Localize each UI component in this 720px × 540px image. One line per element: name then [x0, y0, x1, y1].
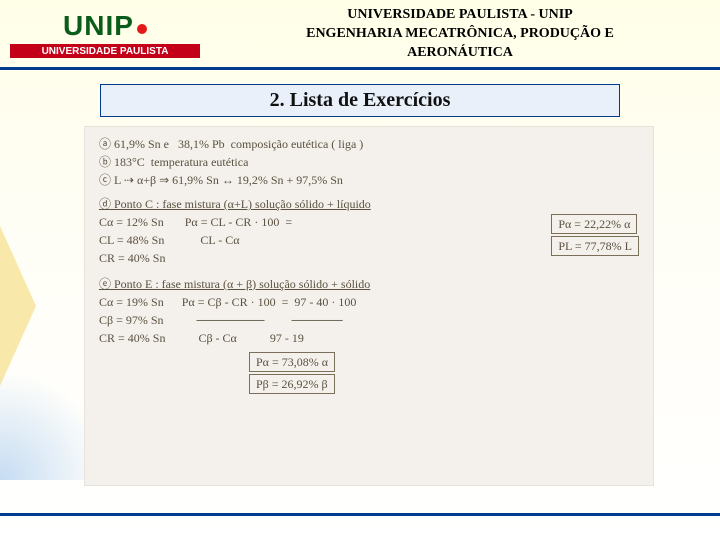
university-heading: UNIVERSIDADE PAULISTA - UNIP ENGENHARIA …: [210, 6, 710, 63]
note-e-box1: Pα = 73,08% α: [249, 352, 335, 372]
decor-wedge-icon: [0, 226, 36, 386]
note-d-2: CR = 40% Sn: [99, 249, 533, 267]
logo-bar: UNIVERSIDADE PAULISTA: [10, 44, 200, 58]
heading-line-1: UNIVERSIDADE PAULISTA - UNIP: [210, 6, 710, 25]
note-a: ⓐ 61,9% Sn e 38,1% Pb composição eutétic…: [99, 135, 639, 153]
logo-dot-icon: [137, 24, 147, 34]
note-e-1b: Cβ = 97% Sn ──────── ──────: [99, 311, 639, 329]
note-d-1c: CL = 48% Sn CL - Cα: [99, 231, 533, 249]
note-e-box2: Pβ = 26,92% β: [249, 374, 335, 394]
heading-line-2: ENGENHARIA MECATRÔNICA, PRODUÇÃO E: [210, 25, 710, 44]
note-d-box2: PL = 77,78% L: [551, 236, 639, 256]
note-c: ⓒ L ⇢ α+β ⇒ 61,9% Sn ↔ 19,2% Sn + 97,5% …: [99, 171, 639, 189]
slide-title: 2. Lista de Exercícios: [100, 84, 620, 117]
header: UNIP UNIVERSIDADE PAULISTA UNIVERSIDADE …: [0, 0, 720, 70]
note-e-1c: CR = 40% Sn Cβ - Cα 97 - 19: [99, 329, 639, 347]
note-e-1: Cα = 19% Sn Pα = Cβ - CR · 100 = 97 - 40…: [99, 293, 639, 311]
heading-line-3: AERONÁUTICA: [210, 44, 710, 63]
logo-wordmark: UNIP: [63, 10, 147, 42]
note-d-1: Cα = 12% Sn Pα = CL - CR · 100 =: [99, 213, 533, 231]
logo-text: UNIP: [63, 10, 134, 42]
note-d-box1: Pα = 22,22% α: [551, 214, 637, 234]
note-d-head: ⓓ Ponto C : fase mistura (α+L) solução s…: [99, 195, 639, 213]
handwritten-notes: ⓐ 61,9% Sn e 38,1% Pb composição eutétic…: [84, 126, 654, 486]
note-e-head: ⓔ Ponto E : fase mistura (α + β) solução…: [99, 275, 639, 293]
unip-logo: UNIP UNIVERSIDADE PAULISTA: [10, 10, 200, 58]
footer-rule: [0, 513, 720, 516]
note-b: ⓑ 183°C temperatura eutética: [99, 153, 639, 171]
